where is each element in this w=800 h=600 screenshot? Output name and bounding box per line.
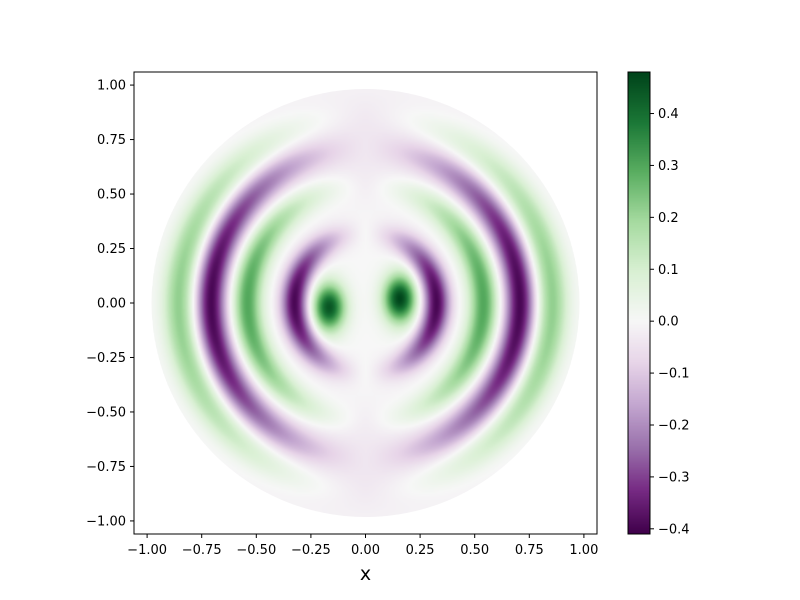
colorbar: 0.4 0.3 0.2 0.1 0.0 −0.1 −0.2 −0.3 −0.4 <box>627 71 690 537</box>
y-tick-label: −1.00 <box>86 514 126 529</box>
x-tick-label: −0.75 <box>182 543 222 558</box>
y-tick-label: 0.50 <box>97 188 126 203</box>
colorbar-tick-label: −0.3 <box>658 470 690 485</box>
y-tick-label: 0.00 <box>97 297 126 312</box>
colorbar-gradient <box>628 72 650 534</box>
colorbar-tick-label: 0.0 <box>658 315 679 330</box>
y-tick-label: 0.25 <box>97 242 126 257</box>
x-tick-label: 0.25 <box>406 543 435 558</box>
y-tick-label: −0.75 <box>86 460 126 475</box>
y-tick-label: −0.25 <box>86 351 126 366</box>
x-axis-ticks: −1.00 −0.75 −0.50 −0.25 0.00 0.25 0.50 0.75 1.00 <box>127 534 598 558</box>
x-tick-label: 0.50 <box>460 543 489 558</box>
x-axis-label: x <box>360 563 371 585</box>
heatmap-field <box>151 89 580 517</box>
colorbar-tick-label: −0.2 <box>658 418 690 433</box>
colorbar-tick-label: 0.2 <box>658 211 679 226</box>
y-axis-ticks: 1.00 0.75 0.50 0.25 0.00 −0.25 −0.50 −0.75 −1.00 <box>86 79 134 529</box>
x-tick-label: 1.00 <box>569 543 598 558</box>
colorbar-tick-label: 0.1 <box>658 263 679 278</box>
heatmap-axes: −1.00 −0.75 −0.50 −0.25 0.00 0.25 0.50 0.75 1.00… <box>86 71 598 585</box>
colorbar-tick-label: −0.4 <box>658 522 690 537</box>
x-tick-label: −0.50 <box>236 543 276 558</box>
colorbar-tick-label: 0.4 <box>658 107 679 122</box>
y-tick-label: −0.50 <box>86 405 126 420</box>
y-tick-label: 1.00 <box>97 79 126 94</box>
colorbar-frame <box>627 71 651 535</box>
disk-field-image <box>151 89 580 517</box>
colorbar-ticks: 0.4 0.3 0.2 0.1 0.0 −0.1 −0.2 −0.3 −0.4 <box>650 107 690 537</box>
colorbar-tick-label: 0.3 <box>658 159 679 174</box>
y-tick-label: 0.75 <box>97 133 126 148</box>
x-tick-label: 0.75 <box>515 543 544 558</box>
x-tick-label: −0.25 <box>291 543 331 558</box>
x-tick-label: 0.00 <box>351 543 380 558</box>
colorbar-tick-label: −0.1 <box>658 367 690 382</box>
x-tick-label: −1.00 <box>127 543 167 558</box>
